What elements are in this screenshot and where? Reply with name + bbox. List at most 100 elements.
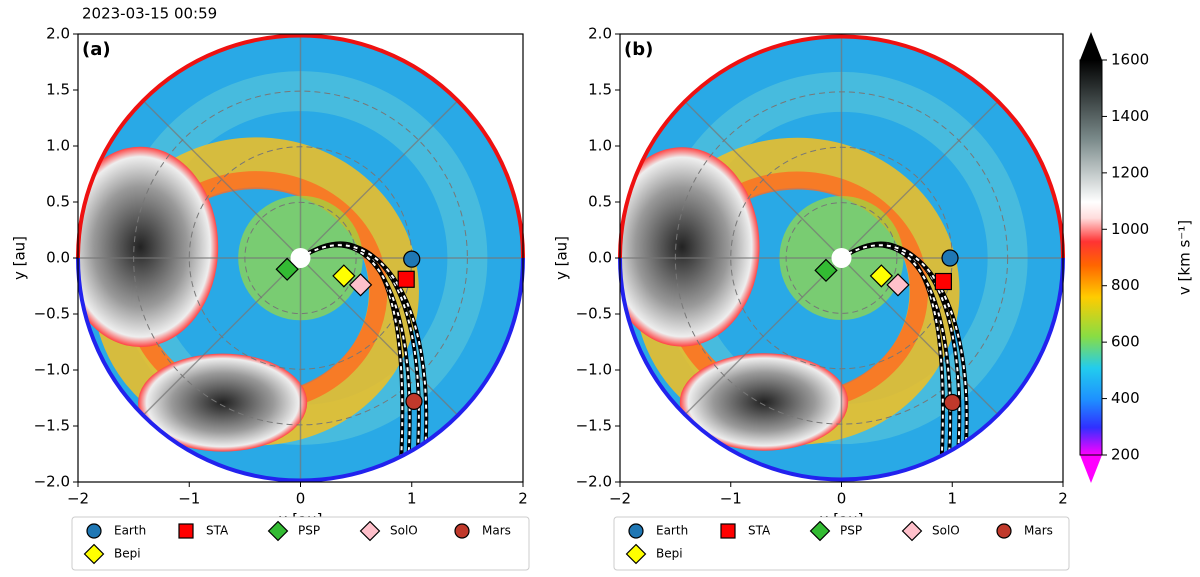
legend-marker (178, 523, 194, 539)
y-tick-label: −0.5 (34, 305, 70, 323)
legend-marker (901, 520, 923, 542)
marker (405, 392, 423, 410)
spoke (840, 100, 999, 259)
colorbar-label: v [km s⁻¹] (1176, 220, 1194, 295)
legend-label: SolO (932, 524, 960, 538)
legend-label: STA (206, 524, 229, 538)
field-blob (679, 353, 849, 451)
legend-marker (720, 523, 736, 539)
field-blob (620, 147, 760, 347)
colorbar-tick-label: 600 (1111, 333, 1140, 351)
field-blob (78, 146, 219, 347)
x-tick-label: −2 (609, 490, 631, 508)
legend-marker (628, 523, 644, 539)
x-tick-label: 1 (947, 490, 957, 508)
timestamp: 2023-03-15 00:59 (82, 5, 217, 23)
field-line-dash (299, 244, 428, 470)
marker (941, 249, 959, 267)
x-tick-label: 1 (407, 490, 417, 508)
colorbar-tick-label: 1200 (1111, 163, 1149, 181)
y-tick-label: 0.5 (588, 193, 612, 211)
boundary-south (76, 257, 525, 483)
sun (290, 248, 311, 268)
spoke (684, 257, 843, 416)
spoke (142, 100, 302, 259)
marker (886, 273, 910, 297)
spoke (299, 257, 459, 416)
y-tick-label: −1.0 (34, 361, 70, 379)
colorbar-tick-label: 400 (1111, 389, 1140, 407)
y-tick-label: −1.0 (576, 361, 612, 379)
marker (869, 264, 894, 288)
x-tick-label: 2 (1058, 490, 1068, 508)
x-tick-label: 0 (296, 490, 306, 508)
legend-label: SolO (390, 524, 418, 538)
y-tick-label: 1.5 (46, 81, 70, 99)
legend-label: PSP (298, 524, 320, 538)
boundary-north (76, 33, 525, 259)
boundary-south (618, 257, 1065, 482)
legend-marker (454, 523, 470, 539)
field-line-dash (840, 244, 968, 469)
y-tick-label: 1.5 (588, 81, 612, 99)
y-tick-label: −1.5 (576, 417, 612, 435)
legend-marker (996, 523, 1012, 539)
x-tick-label: 2 (518, 490, 528, 508)
colorbar-extend-max (1080, 32, 1102, 60)
colorbar (1080, 60, 1102, 455)
marker (348, 273, 373, 297)
legend-label: PSP (840, 524, 862, 538)
colorbar-tick-label: 200 (1111, 446, 1140, 464)
boundary-north (618, 34, 1065, 259)
y-tick-label: −1.5 (34, 417, 70, 435)
spoke (142, 257, 302, 416)
colorbar-tick-label: 1600 (1111, 51, 1149, 69)
legend-marker (625, 543, 647, 565)
panel-label: (b) (624, 39, 653, 60)
legend-marker (83, 543, 105, 565)
field-blob (138, 353, 308, 452)
spoke (840, 257, 999, 416)
marker (934, 272, 952, 291)
colorbar-tick-label: 1000 (1111, 220, 1149, 238)
x-tick-label: −2 (67, 490, 89, 508)
y-axis-label: y [au] (553, 236, 571, 280)
marker (332, 264, 356, 288)
y-axis-label: y [au] (11, 236, 29, 280)
marker (275, 257, 299, 281)
y-tick-label: 0.5 (46, 193, 70, 211)
x-tick-label: 0 (837, 490, 847, 508)
y-tick-label: −0.5 (576, 305, 612, 323)
colorbar-extend-min (1080, 455, 1102, 483)
legend-marker (267, 520, 289, 542)
colorbar-tick-label: 1400 (1111, 107, 1149, 125)
legend-marker (359, 520, 381, 542)
marker (943, 393, 961, 412)
y-tick-label: 1.0 (588, 137, 612, 155)
legend-label: Bepi (656, 547, 683, 561)
y-tick-label: 0.0 (588, 249, 612, 267)
spoke (684, 100, 843, 259)
colorbar-frame (1079, 59, 1103, 456)
legend-label: Bepi (114, 547, 141, 561)
legend-marker (86, 523, 102, 539)
sun (831, 248, 852, 268)
field (78, 35, 523, 481)
x-tick-label: −1 (720, 490, 742, 508)
y-tick-label: 2.0 (588, 25, 612, 43)
y-tick-label: −2.0 (576, 473, 612, 491)
colorbar-tick-label: 800 (1111, 276, 1140, 294)
legend-label: Earth (656, 524, 688, 538)
legend-label: Mars (482, 524, 511, 538)
y-tick-label: 0.0 (46, 249, 70, 267)
y-tick-label: −2.0 (34, 473, 70, 491)
field (620, 36, 1063, 480)
legend-label: STA (748, 524, 771, 538)
x-tick-label: −1 (178, 490, 200, 508)
y-tick-label: 2.0 (46, 25, 70, 43)
spoke (299, 100, 459, 259)
legend-label: Mars (1024, 524, 1053, 538)
marker (814, 258, 838, 282)
marker (397, 270, 415, 288)
